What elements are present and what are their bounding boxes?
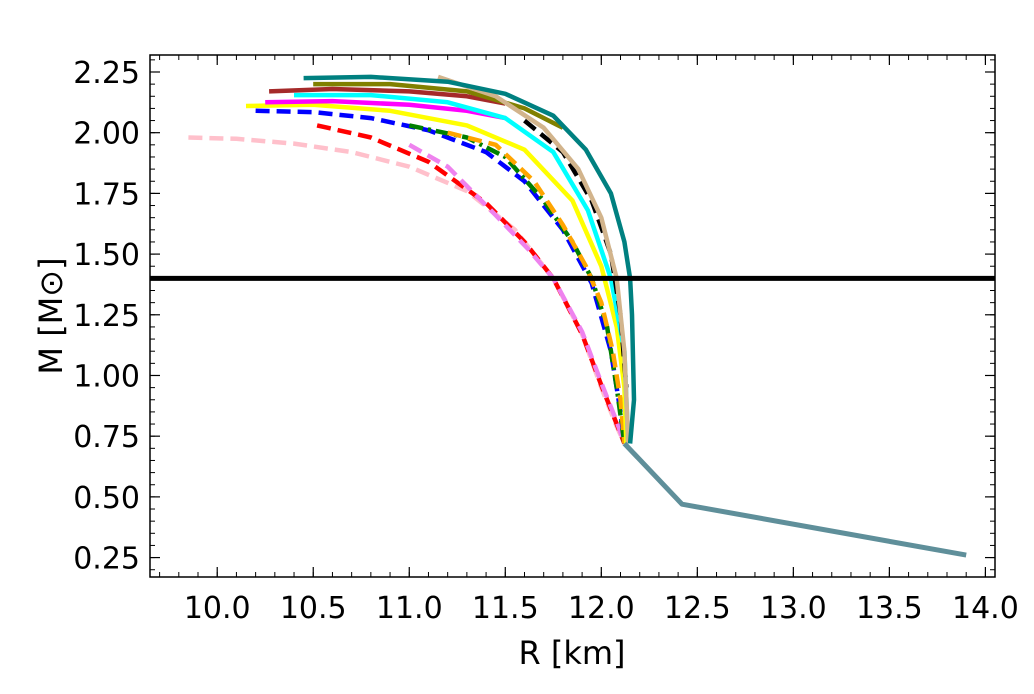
y-tick-label: 1.50 [73, 238, 140, 273]
y-tick-label: 2.00 [73, 117, 140, 152]
y-tick-labels: 0.25 0.50 0.75 1.00 1.25 1.50 1.75 2.00 2.25 [73, 56, 140, 577]
series-line-blue [255, 108, 627, 444]
x-tick-labels: 10.0 10.5 11.0 11.5 12.0 12.5 13.0 13.5 14.0 [184, 591, 1019, 626]
series-line-tan [437, 74, 631, 444]
x-tick-label: 14.0 [952, 591, 1019, 626]
series-line-teal [303, 74, 637, 444]
series-line-olive [313, 81, 564, 130]
plot-frame [149, 54, 996, 578]
y-axis-label: M [M⊙] [32, 257, 70, 374]
y-tick-label: 2.25 [73, 56, 140, 91]
x-axis-label: R [km] [518, 634, 625, 672]
x-tick-label: 10.0 [184, 591, 251, 626]
x-tick-label: 10.5 [280, 591, 347, 626]
y-tick-label: 1.00 [73, 359, 140, 394]
y-tick-label: 1.25 [73, 299, 140, 334]
x-tick-label: 11.5 [472, 591, 539, 626]
x-tick-label: 12.0 [568, 591, 635, 626]
y-tick-label: 0.25 [73, 542, 140, 577]
series-line-orange [447, 130, 627, 444]
series-line-shared-tail [622, 441, 967, 558]
x-tick-label: 13.0 [760, 591, 827, 626]
ticks-layer [150, 55, 995, 577]
x-tick-label: 11.0 [376, 591, 443, 626]
series-line-yellow [245, 102, 629, 444]
y-tick-label: 1.75 [73, 177, 140, 212]
y-tick-label: 0.75 [73, 420, 140, 455]
y-tick-label: 0.50 [73, 481, 140, 516]
x-tick-label: 13.5 [856, 591, 923, 626]
x-tick-label: 12.5 [664, 591, 731, 626]
series-line-brown [269, 86, 506, 106]
